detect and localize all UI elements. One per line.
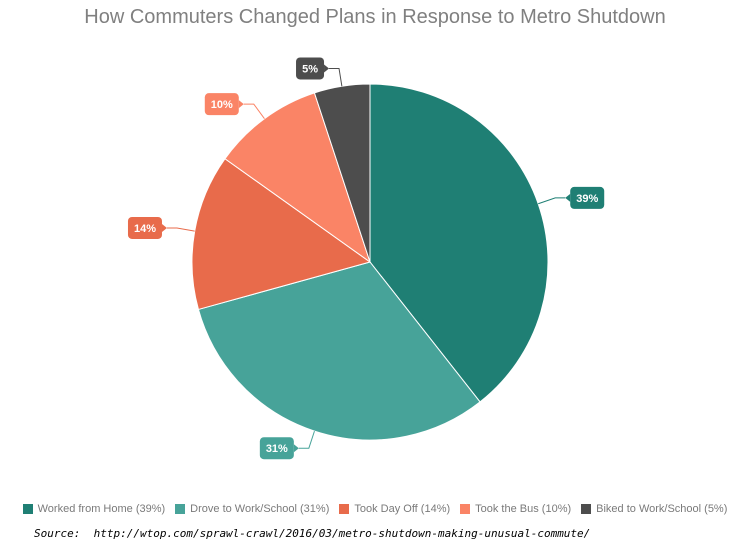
- legend-item-worked-from-home[interactable]: Worked from Home (39%): [22, 503, 166, 515]
- data-label-box-0: [570, 186, 605, 209]
- pie-slice-1[interactable]: [197, 261, 481, 441]
- data-label-1: 31%: [266, 443, 288, 455]
- data-label-pointer-3: [238, 100, 244, 109]
- source-url[interactable]: http://wtop.com/sprawl-crawl/2016/03/met…: [93, 527, 591, 540]
- legend-label: Took Day Off (14%): [354, 503, 451, 515]
- legend-item-took-bus[interactable]: Took the Bus (10%): [460, 503, 571, 515]
- legend-swatch: [22, 504, 33, 514]
- data-label-box-2: [127, 216, 162, 239]
- pie-slice-3[interactable]: [224, 92, 371, 264]
- pie-data-labels: 39% 31% 14% 10% 5%: [127, 57, 605, 460]
- leader-line-0: [538, 197, 566, 205]
- legend-swatch: [339, 504, 350, 514]
- chart-title: How Commuters Changed Plans in Response …: [84, 6, 666, 28]
- data-label-pointer-1: [293, 444, 299, 453]
- legend-swatch: [460, 504, 471, 514]
- source-note: Source: http://wtop.com/sprawl-crawl/201…: [34, 527, 590, 540]
- pie-slice-2[interactable]: [191, 158, 372, 311]
- data-label-pointer-0: [565, 193, 571, 202]
- leader-line-2: [166, 227, 195, 232]
- data-label-box-1: [259, 437, 294, 460]
- data-label-0: 39%: [576, 193, 598, 205]
- data-label-4: 5%: [302, 63, 318, 75]
- legend-label: Worked from Home (39%): [37, 503, 166, 515]
- legend-item-took-day-off[interactable]: Took Day Off (14%): [339, 503, 450, 515]
- legend: Worked from Home (39%) Drove to Work/Sch…: [0, 503, 750, 515]
- legend-label: Biked to Work/School (5%): [596, 503, 728, 515]
- leader-line-1: [298, 430, 315, 449]
- legend-label: Took the Bus (10%): [475, 503, 572, 515]
- legend-swatch: [581, 504, 592, 514]
- pie-slice-0[interactable]: [369, 83, 549, 403]
- legend-item-biked[interactable]: Biked to Work/School (5%): [581, 503, 727, 515]
- data-label-3: 10%: [211, 99, 233, 111]
- legend-item-drove[interactable]: Drove to Work/School (31%): [175, 503, 329, 515]
- leader-line-3: [243, 103, 265, 119]
- leader-line-4: [329, 67, 343, 87]
- data-label-pointer-2: [161, 223, 167, 232]
- data-label-2: 14%: [134, 223, 156, 235]
- data-label-box-4: [296, 57, 325, 80]
- legend-label: Drove to Work/School (31%): [190, 503, 330, 515]
- pie-slices: [191, 83, 549, 441]
- data-label-box-3: [204, 93, 239, 116]
- data-label-pointer-4: [324, 64, 330, 73]
- source-label: Source:: [34, 527, 81, 540]
- pie-chart: 39% 31% 14% 10% 5%: [127, 57, 605, 460]
- legend-swatch: [175, 504, 186, 514]
